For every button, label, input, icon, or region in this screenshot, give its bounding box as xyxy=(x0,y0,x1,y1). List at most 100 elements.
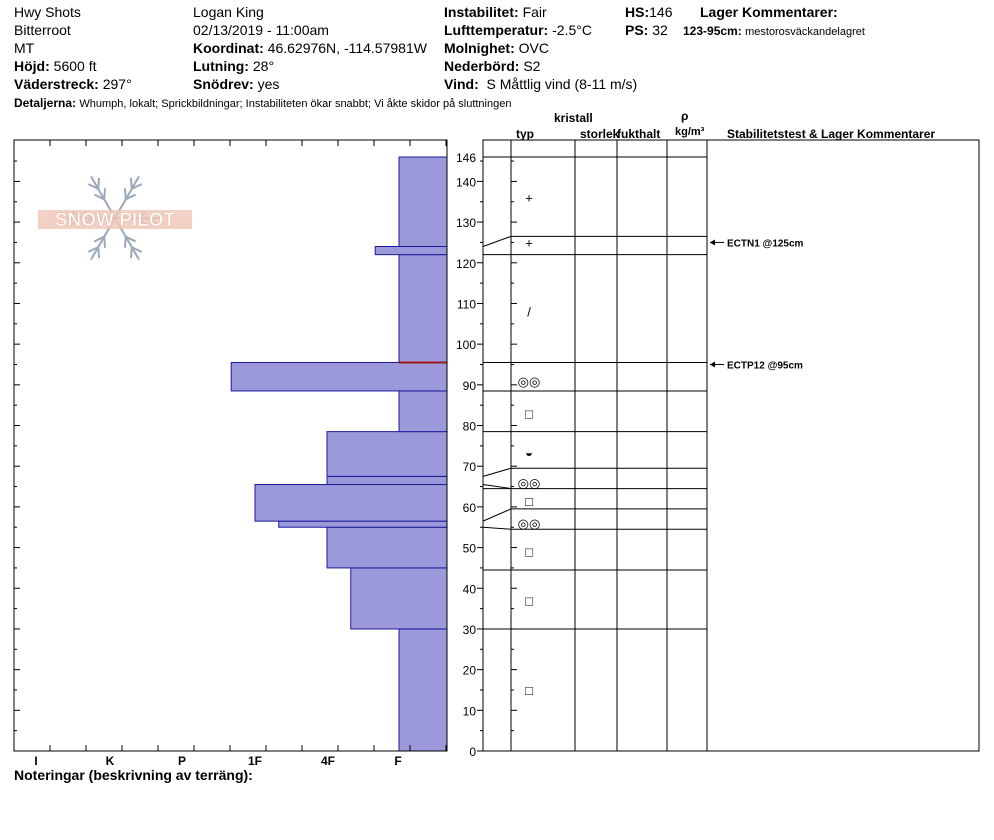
sky-label: Molnighet: xyxy=(444,40,515,56)
hardness-scale-label: 4F xyxy=(321,754,335,768)
snowflake-branch xyxy=(87,183,99,190)
layer-connector xyxy=(482,508,512,522)
snowflake-branch xyxy=(129,177,133,189)
location: Hwy Shots xyxy=(14,4,81,20)
sky-value: OVC xyxy=(518,40,549,56)
slope-label: Lutning: xyxy=(193,58,249,74)
hardness-layer xyxy=(398,628,448,752)
hardness-layer xyxy=(350,567,448,630)
elevation-label: Höjd: xyxy=(14,58,50,74)
details-row: Detaljerna: Whumph, lokalt; Sprickbildni… xyxy=(14,95,511,112)
airtemp-label: Lufttemperatur: xyxy=(444,22,549,38)
notes-label: Noteringar (beskrivning av terräng): xyxy=(14,767,253,783)
hardness-scale-label: P xyxy=(178,754,186,768)
hardness-layer xyxy=(326,526,448,569)
snowflake-branch xyxy=(93,193,105,201)
stability-test-arrowhead xyxy=(710,239,715,246)
snowflake-branch xyxy=(87,246,99,253)
snowflake-branch xyxy=(131,183,143,190)
hs-row: HS:146 xyxy=(625,4,672,20)
wind-value: S Måttlig vind (8-11 m/s) xyxy=(486,76,638,92)
depth-tick-label: 100 xyxy=(456,338,476,352)
grain-symbol: / xyxy=(527,305,531,320)
snowflake-branch xyxy=(125,193,137,201)
snowflake-branch xyxy=(97,247,101,259)
grain-symbol: ◎◎ xyxy=(518,374,541,389)
precip-value: S2 xyxy=(523,58,541,74)
elevation-value: 5600 ft xyxy=(53,58,97,74)
grain-symbol: + xyxy=(525,235,533,250)
snowpilot-logo: SNOW PILOT xyxy=(38,175,192,261)
stability-test-label: ECTP12 @95cm xyxy=(727,360,803,371)
grain-symbol: □ xyxy=(525,545,533,560)
precip-label: Nederbörd: xyxy=(444,58,520,74)
hs-label: HS: xyxy=(625,4,650,20)
depth-tick-label: 10 xyxy=(463,704,477,718)
depth-tick-label: 0 xyxy=(469,745,476,759)
grain-symbol: □ xyxy=(525,683,533,698)
moisture-header: fukthalt xyxy=(617,127,661,141)
depth-tick-label: 110 xyxy=(457,297,476,311)
depth-tick-label: 120 xyxy=(456,257,476,271)
aspect-row: Väderstreck: 297° xyxy=(14,76,132,92)
hardness-scale-label: I xyxy=(34,754,37,768)
hs-value: 146 xyxy=(649,4,673,20)
airtemp-value: -2.5°C xyxy=(552,22,592,38)
coord-row: Koordinat: 46.62976N, -114.57981W xyxy=(193,40,427,56)
hardness-scale-label: 1F xyxy=(248,754,262,768)
details-label: Detaljerna: xyxy=(14,96,77,110)
hardness-layer xyxy=(398,254,448,363)
drift-label: Snödrev: xyxy=(193,76,254,92)
grain-symbol: □ xyxy=(525,494,533,509)
hardness-layer xyxy=(398,156,448,248)
layer-comment-row: 123-95cm: mestorosväckandelagret xyxy=(683,23,865,40)
datetime: 02/13/2019 - 11:00am xyxy=(193,22,329,38)
hardness-layer xyxy=(326,431,448,477)
stability-test-arrowhead xyxy=(710,361,715,368)
snowflake-branch xyxy=(103,236,107,248)
details-text: Whumph, lokalt; Sprickbildningar; Instab… xyxy=(79,98,512,110)
snowflake-branch xyxy=(131,246,143,253)
layer-comment-range: 123-95cm: xyxy=(683,24,742,38)
hardness-scale-label: K xyxy=(106,754,115,768)
layer-connector xyxy=(482,526,512,530)
snowflake-branch xyxy=(125,235,137,243)
drift-row: Snödrev: yes xyxy=(193,76,279,92)
instability-row: Instabilitet: Fair xyxy=(444,4,547,20)
aspect-label: Väderstreck: xyxy=(14,76,99,92)
coord-value: 46.62976N, -114.57981W xyxy=(267,40,427,56)
grain-symbol: + xyxy=(525,191,533,206)
aspect-value: 297° xyxy=(102,76,132,92)
grain-symbol: ◎◎ xyxy=(518,475,541,490)
depth-tick-label: 20 xyxy=(463,664,477,678)
layer-comments-label: Lager Kommentarer: xyxy=(700,4,838,20)
observer: Logan King xyxy=(193,4,264,20)
grain-frame xyxy=(482,139,980,752)
logo-text: SNOW PILOT xyxy=(55,210,176,231)
snowflake-branch xyxy=(97,177,101,189)
wind-label: Vind: xyxy=(444,76,479,92)
depth-tick-label: 130 xyxy=(456,216,476,230)
snowflake-branch xyxy=(123,236,127,248)
state: MT xyxy=(14,40,35,56)
precip-row: Nederbörd: S2 xyxy=(444,58,540,74)
hardness-layer xyxy=(278,520,448,528)
snowflake-branch xyxy=(123,188,127,200)
ps-label: PS: xyxy=(625,22,649,38)
snowflake-branch xyxy=(103,188,107,200)
hardness-scale-label: F xyxy=(394,754,401,768)
depth-tick-label: 40 xyxy=(463,582,477,596)
sky-row: Molnighet: OVC xyxy=(444,40,549,56)
slope-row: Lutning: 28° xyxy=(193,58,274,74)
instability-label: Instabilitet: xyxy=(444,4,519,20)
grain-symbol: ◎◎ xyxy=(518,516,541,531)
depth-tick-label: 70 xyxy=(463,460,477,474)
depth-tick-label: 30 xyxy=(463,623,477,637)
slope-value: 28° xyxy=(252,58,275,74)
grain-symbol: □ xyxy=(525,593,533,608)
instability-value: Fair xyxy=(522,4,547,20)
layer-comment-text: mestorosväckandelagret xyxy=(745,26,865,38)
layer-connector xyxy=(482,467,512,477)
density-unit-header: kg/m³ xyxy=(675,126,705,138)
